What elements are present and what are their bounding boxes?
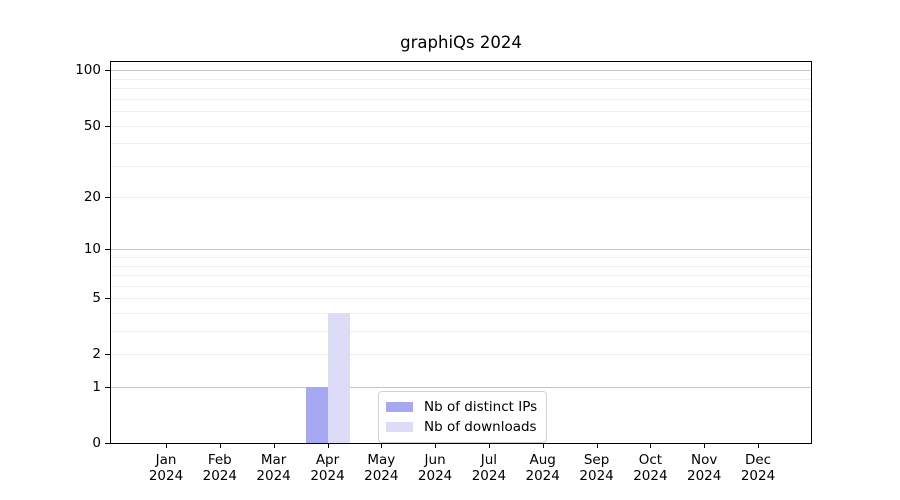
x-tick-label: Jun 2024	[403, 452, 467, 484]
x-tick-label-line: Oct	[638, 452, 663, 468]
x-tick-mark	[758, 443, 759, 448]
x-tick-label-line: 2024	[417, 468, 453, 484]
y-tick-label: 5	[92, 290, 101, 307]
minor-gridline	[111, 78, 811, 80]
minor-gridline	[111, 285, 811, 287]
legend-label-downloads: Nb of downloads	[424, 419, 537, 435]
y-tick-mark	[105, 70, 111, 72]
minor-gridline	[111, 275, 811, 277]
minor-gridline	[111, 265, 811, 267]
bar-distinct-ips	[305, 387, 328, 443]
minor-gridline	[111, 197, 811, 199]
x-tick-label-line: 2024	[202, 468, 237, 484]
minor-gridline	[111, 165, 811, 167]
legend-item-downloads: Nb of downloads	[386, 417, 537, 437]
x-tick-label-line: 2024	[687, 468, 722, 484]
x-tick-label-line: 2024	[579, 468, 614, 484]
minor-gridline	[111, 257, 811, 258]
minor-gridline	[111, 354, 811, 356]
chart-title: graphiQs 2024	[400, 33, 522, 52]
legend-item-distinct-ips: Nb of distinct IPs	[386, 397, 537, 417]
x-tick-label-line: Jun	[424, 452, 446, 468]
x-tick-mark	[166, 443, 167, 448]
x-tick-label-line: Feb	[207, 452, 232, 468]
major-gridline	[111, 249, 811, 251]
x-tick-label-line: 2024	[471, 468, 507, 484]
x-tick-mark	[488, 443, 490, 448]
x-tick-mark	[219, 443, 221, 448]
y-tick-mark	[105, 298, 111, 300]
x-tick-label-line: Dec	[744, 452, 772, 468]
major-gridline	[111, 70, 811, 72]
x-tick-label-line: 2024	[256, 468, 291, 484]
y-tick-mark	[105, 387, 111, 388]
minor-gridline	[111, 298, 811, 300]
x-tick-label-line: Nov	[691, 452, 718, 468]
x-tick-label-line: Sep	[583, 452, 610, 468]
plot-area: 0 1 2 5 10 20 50 100 Jan 2024 Feb 2024 Mar 2024 Apr 202…	[75, 61, 812, 484]
x-tick-mark	[650, 443, 652, 448]
x-tick-mark	[381, 443, 383, 448]
bars-layer	[111, 62, 811, 443]
x-tick-label: May 2024	[349, 452, 413, 484]
legend: Nb of distinct IPs Nb of downloads	[378, 391, 548, 443]
x-tick-label-line: 2024	[633, 468, 668, 484]
x-tick-mark	[542, 443, 544, 448]
legend-label-distinct-ips: Nb of distinct IPs	[424, 399, 538, 415]
minor-gridline	[111, 98, 811, 100]
y-tick-label: 1	[92, 379, 101, 395]
x-tick-label: Aug 2024	[511, 452, 575, 484]
minor-gridline	[111, 143, 811, 145]
x-tick-label-line: May	[367, 452, 396, 468]
minor-gridline	[111, 125, 811, 127]
y-tick-mark	[105, 443, 111, 444]
bar-downloads	[327, 313, 350, 443]
x-tick-mark	[704, 443, 706, 448]
y-tick-label: 100	[75, 62, 101, 79]
minor-gridline	[111, 331, 811, 332]
minor-gridline	[111, 88, 811, 90]
legend-swatch-distinct-ips-icon	[386, 402, 413, 412]
x-tick-mark	[435, 443, 437, 448]
x-tick-label: Apr 2024	[296, 452, 360, 484]
x-tick-label: Oct 2024	[618, 452, 682, 484]
minor-gridline	[111, 111, 811, 112]
x-tick-label-line: 2024	[148, 468, 184, 484]
x-tick-mark	[596, 443, 598, 448]
y-tick-label: 50	[83, 117, 101, 134]
x-tick-mark	[327, 443, 329, 448]
y-tick-mark	[105, 354, 111, 356]
y-tick-mark	[105, 197, 111, 199]
x-tick-label-line: 2024	[525, 468, 560, 484]
x-tick-label: Sep 2024	[565, 452, 629, 484]
x-tick-label-line: Apr	[315, 452, 340, 468]
x-tick-label-line: 2024	[364, 468, 399, 484]
major-gridline	[111, 387, 811, 388]
y-tick-label: 10	[83, 241, 101, 258]
x-tick-label: Mar 2024	[242, 452, 306, 484]
x-tick-label: Jan 2024	[134, 452, 198, 484]
legend-swatch-downloads-icon	[386, 422, 413, 432]
x-tick-label-line: Jan	[155, 452, 177, 468]
x-tick-label-line: 2024	[310, 468, 345, 484]
x-tick-label: Feb 2024	[188, 452, 252, 484]
x-tick-label-line: Aug	[529, 452, 556, 468]
y-tick-label: 2	[92, 346, 101, 363]
grid-layer	[111, 62, 811, 443]
y-tick-label: 0	[92, 435, 101, 451]
x-tick-mark	[273, 443, 275, 448]
x-tick-label: Dec 2024	[726, 452, 790, 484]
y-tick-label: 20	[83, 189, 101, 206]
axis-layer: 0 1 2 5 10 20 50 100 Jan 2024 Feb 2024 Mar 2024 Apr 202…	[75, 62, 811, 484]
y-tick-mark	[105, 125, 111, 127]
x-tick-label: Nov 2024	[672, 452, 736, 484]
x-tick-label-line: Mar	[260, 452, 287, 468]
x-tick-label: Jul 2024	[457, 452, 521, 484]
y-tick-mark	[105, 249, 111, 251]
x-tick-label-line: 2024	[740, 468, 776, 484]
minor-gridline	[111, 313, 811, 314]
x-tick-label-line: Jul	[480, 452, 498, 468]
